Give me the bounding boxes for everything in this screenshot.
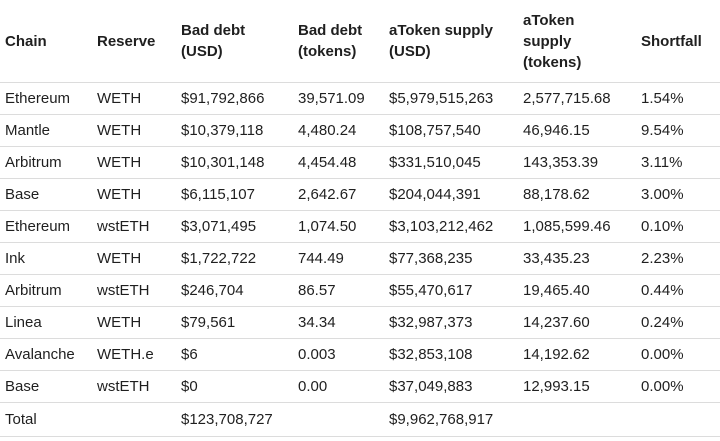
- cell-shortfall: 1.54%: [636, 82, 720, 115]
- cell-shortfall: 3.11%: [636, 146, 720, 179]
- cell-reserve: WETH: [92, 306, 176, 339]
- cell-atoken-supply-tokens: 88,178.62: [518, 178, 636, 211]
- cell-atoken-supply-usd: $77,368,235: [384, 242, 518, 275]
- header-atoken-supply-tokens: aToken supply (tokens): [518, 0, 636, 83]
- cell-bad-debt-usd: $246,704: [176, 274, 293, 307]
- total-row: Total $123,708,727 $9,962,768,917: [0, 402, 720, 437]
- cell-reserve: WETH: [92, 114, 176, 147]
- cell-reserve: WETH: [92, 242, 176, 275]
- cell-bad-debt-usd: $10,379,118: [176, 114, 293, 147]
- cell-bad-debt-tokens: 0.003: [293, 338, 384, 371]
- cell-shortfall: 0.00%: [636, 370, 720, 403]
- cell-bad-debt-usd: $6: [176, 338, 293, 371]
- total-bad-debt-tokens: [293, 402, 384, 437]
- cell-chain: Base: [0, 178, 92, 211]
- header-bad-debt-usd: Bad debt (USD): [176, 0, 293, 83]
- table-row: Arbitrum WETH $10,301,148 4,454.48 $331,510,…: [0, 146, 720, 179]
- cell-bad-debt-usd: $0: [176, 370, 293, 403]
- table-row: Ink WETH $1,722,722 744.49 $77,368,235 33,435…: [0, 242, 720, 275]
- cell-bad-debt-tokens: 86.57: [293, 274, 384, 307]
- cell-atoken-supply-usd: $5,979,515,263: [384, 82, 518, 115]
- cell-shortfall: 3.00%: [636, 178, 720, 211]
- header-row: Chain Reserve Bad debt (USD) Bad debt (tok…: [0, 0, 720, 83]
- cell-chain: Base: [0, 370, 92, 403]
- cell-atoken-supply-usd: $204,044,391: [384, 178, 518, 211]
- table-row: Mantle WETH $10,379,118 4,480.24 $108,757,54…: [0, 114, 720, 147]
- header-bad-debt-tokens: Bad debt (tokens): [293, 0, 384, 83]
- cell-bad-debt-tokens: 4,454.48: [293, 146, 384, 179]
- cell-atoken-supply-tokens: 12,993.15: [518, 370, 636, 403]
- cell-atoken-supply-usd: $32,987,373: [384, 306, 518, 339]
- cell-bad-debt-usd: $1,722,722: [176, 242, 293, 275]
- cell-atoken-supply-usd: $55,470,617: [384, 274, 518, 307]
- cell-chain: Ethereum: [0, 210, 92, 243]
- cell-chain: Arbitrum: [0, 146, 92, 179]
- cell-atoken-supply-tokens: 19,465.40: [518, 274, 636, 307]
- total-atoken-supply-tokens: [518, 402, 636, 437]
- cell-shortfall: 0.00%: [636, 338, 720, 371]
- total-chain: Total: [0, 402, 92, 437]
- cell-atoken-supply-tokens: 33,435.23: [518, 242, 636, 275]
- cell-shortfall: 0.10%: [636, 210, 720, 243]
- table-row: Ethereum wstETH $3,071,495 1,074.50 $3,103,2…: [0, 210, 720, 243]
- cell-chain: Mantle: [0, 114, 92, 147]
- cell-atoken-supply-tokens: 46,946.15: [518, 114, 636, 147]
- cell-reserve: wstETH: [92, 370, 176, 403]
- table-row: Avalanche WETH.e $6 0.003 $32,853,108 14,192.…: [0, 338, 720, 371]
- cell-bad-debt-usd: $3,071,495: [176, 210, 293, 243]
- table-row: Linea WETH $79,561 34.34 $32,987,373 14,237.6…: [0, 306, 720, 339]
- cell-atoken-supply-tokens: 1,085,599.46: [518, 210, 636, 243]
- cell-bad-debt-tokens: 0.00: [293, 370, 384, 403]
- cell-chain: Linea: [0, 306, 92, 339]
- cell-atoken-supply-usd: $3,103,212,462: [384, 210, 518, 243]
- cell-chain: Ethereum: [0, 82, 92, 115]
- cell-atoken-supply-tokens: 2,577,715.68: [518, 82, 636, 115]
- cell-bad-debt-tokens: 1,074.50: [293, 210, 384, 243]
- cell-shortfall: 0.24%: [636, 306, 720, 339]
- cell-atoken-supply-tokens: 14,237.60: [518, 306, 636, 339]
- cell-atoken-supply-usd: $331,510,045: [384, 146, 518, 179]
- cell-reserve: WETH: [92, 178, 176, 211]
- table-row: Base wstETH $0 0.00 $37,049,883 12,993.15 0.00…: [0, 370, 720, 403]
- cell-bad-debt-usd: $10,301,148: [176, 146, 293, 179]
- cell-bad-debt-tokens: 39,571.09: [293, 82, 384, 115]
- cell-bad-debt-tokens: 4,480.24: [293, 114, 384, 147]
- cell-bad-debt-tokens: 2,642.67: [293, 178, 384, 211]
- header-shortfall: Shortfall: [636, 0, 720, 83]
- table-body: Ethereum WETH $91,792,866 39,571.09 $5,979,5…: [0, 82, 720, 437]
- total-atoken-supply-usd: $9,962,768,917: [384, 402, 518, 437]
- header-reserve: Reserve: [92, 0, 176, 83]
- cell-shortfall: 2.23%: [636, 242, 720, 275]
- table-row: Arbitrum wstETH $246,704 86.57 $55,470,617 19…: [0, 274, 720, 307]
- cell-bad-debt-usd: $6,115,107: [176, 178, 293, 211]
- header-chain: Chain: [0, 0, 92, 83]
- cell-bad-debt-usd: $91,792,866: [176, 82, 293, 115]
- cell-atoken-supply-usd: $37,049,883: [384, 370, 518, 403]
- header-atoken-supply-usd: aToken supply (USD): [384, 0, 518, 83]
- cell-atoken-supply-usd: $32,853,108: [384, 338, 518, 371]
- cell-shortfall: 0.44%: [636, 274, 720, 307]
- cell-reserve: wstETH: [92, 210, 176, 243]
- cell-atoken-supply-usd: $108,757,540: [384, 114, 518, 147]
- table-row: Base WETH $6,115,107 2,642.67 $204,044,391 88…: [0, 178, 720, 211]
- cell-reserve: wstETH: [92, 274, 176, 307]
- cell-chain: Avalanche: [0, 338, 92, 371]
- cell-chain: Arbitrum: [0, 274, 92, 307]
- cell-shortfall: 9.54%: [636, 114, 720, 147]
- cell-reserve: WETH.e: [92, 338, 176, 371]
- cell-reserve: WETH: [92, 146, 176, 179]
- cell-atoken-supply-tokens: 143,353.39: [518, 146, 636, 179]
- cell-chain: Ink: [0, 242, 92, 275]
- total-reserve: [92, 402, 176, 437]
- cell-bad-debt-tokens: 34.34: [293, 306, 384, 339]
- cell-bad-debt-usd: $79,561: [176, 306, 293, 339]
- total-bad-debt-usd: $123,708,727: [176, 402, 293, 437]
- total-shortfall: [636, 402, 720, 437]
- cell-reserve: WETH: [92, 82, 176, 115]
- table-row: Ethereum WETH $91,792,866 39,571.09 $5,979,5…: [0, 82, 720, 115]
- cell-bad-debt-tokens: 744.49: [293, 242, 384, 275]
- cell-atoken-supply-tokens: 14,192.62: [518, 338, 636, 371]
